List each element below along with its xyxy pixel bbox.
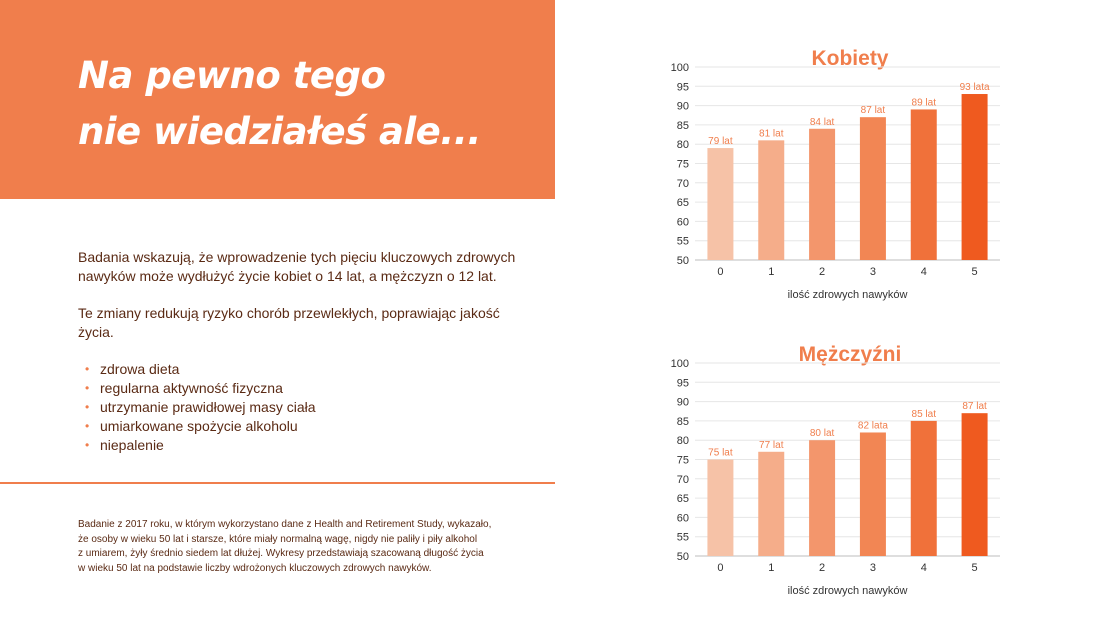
bar <box>758 451 785 556</box>
chart-women: Kobiety 50 55 60 65 70 75 80 85 90 95 100 79 lat 0 81 … <box>671 47 1000 301</box>
y-tick-label: 100 <box>671 62 689 74</box>
chart-title: Mężczyźni <box>799 343 902 366</box>
y-tick-label: 55 <box>677 532 689 544</box>
chart-men: Mężczyźni 50 55 60 65 70 75 80 85 90 95 100 75 lat 0 7… <box>671 343 1000 597</box>
bar-data-label: 87 lat <box>861 105 886 116</box>
bar <box>910 420 937 556</box>
x-tick-label: 2 <box>819 266 825 278</box>
y-tick-label: 95 <box>677 377 689 389</box>
y-tick-label: 85 <box>677 416 689 428</box>
y-tick-label: 95 <box>677 81 689 93</box>
bar-data-label: 82 lata <box>858 420 888 431</box>
footnote-line: że osoby w wieku 50 lat i starsze, które… <box>78 533 478 545</box>
hero-title-line-2: nie wiedziałeś ale... <box>78 110 481 153</box>
habit-item: utrzymanie prawidłowej masy ciała <box>78 398 538 417</box>
y-tick-label: 80 <box>677 139 689 151</box>
habits-list: zdrowa dieta regularna aktywność fizyczn… <box>78 360 538 455</box>
bar-data-label: 84 lat <box>810 117 835 128</box>
bar-data-label: 80 lat <box>810 428 835 439</box>
x-tick-label: 3 <box>870 266 876 278</box>
y-tick-label: 90 <box>677 397 689 409</box>
y-tick-label: 65 <box>677 493 689 505</box>
bar-data-label: 75 lat <box>708 448 733 459</box>
y-tick-label: 100 <box>671 358 689 370</box>
y-tick-label: 85 <box>677 120 689 132</box>
habit-item: niepalenie <box>78 436 538 455</box>
section-divider <box>0 482 555 484</box>
x-tick-label: 5 <box>972 562 978 574</box>
bar-data-label: 81 lat <box>759 128 784 139</box>
bar-data-label: 93 lata <box>960 82 990 93</box>
habit-item: zdrowa dieta <box>78 360 538 379</box>
bar <box>859 117 886 261</box>
y-tick-label: 75 <box>677 455 689 467</box>
bar <box>809 128 836 260</box>
intro-paragraph-1: Badania wskazują, że wprowadzenie tych p… <box>78 249 516 284</box>
intro-section: Badania wskazują, że wprowadzenie tych p… <box>78 248 538 455</box>
bar <box>910 109 937 261</box>
bar-data-label: 77 lat <box>759 440 784 451</box>
bar <box>758 140 785 260</box>
bar <box>707 459 734 556</box>
chart-title: Kobiety <box>811 47 888 70</box>
y-tick-label: 80 <box>677 435 689 447</box>
bar-data-label: 79 lat <box>708 136 733 147</box>
footnote-line: Badanie z 2017 roku, w którym wykorzysta… <box>78 519 492 530</box>
footnote-line: z umiarem, żyły średnio siedem lat dłuże… <box>78 548 484 559</box>
y-tick-label: 60 <box>677 216 689 228</box>
bar <box>809 440 836 556</box>
bar-data-label: 85 lat <box>912 409 937 420</box>
bar <box>961 413 988 556</box>
hero-title-line-1: Na pewno tego <box>78 54 386 97</box>
x-tick-label: 4 <box>921 562 927 574</box>
x-axis-label: ilość zdrowych nawyków <box>788 585 908 597</box>
habit-item: regularna aktywność fizyczna <box>78 379 538 398</box>
x-tick-label: 2 <box>819 562 825 574</box>
bar <box>859 432 886 556</box>
x-tick-label: 3 <box>870 562 876 574</box>
bar-data-label: 87 lat <box>962 401 987 412</box>
bar <box>961 94 988 260</box>
y-tick-label: 55 <box>677 236 689 248</box>
bar-data-label: 89 lat <box>912 97 937 108</box>
footnote: Badanie z 2017 roku, w którym wykorzysta… <box>78 518 538 576</box>
x-tick-label: 1 <box>768 562 774 574</box>
y-tick-label: 50 <box>677 551 689 563</box>
y-tick-label: 65 <box>677 197 689 209</box>
x-tick-label: 1 <box>768 266 774 278</box>
x-tick-label: 5 <box>972 266 978 278</box>
bar <box>707 148 734 260</box>
y-tick-label: 70 <box>677 178 689 190</box>
footnote-line: w wieku 50 lat na podstawie liczby wdroż… <box>78 562 432 574</box>
x-tick-label: 0 <box>717 266 723 278</box>
y-tick-label: 90 <box>677 101 689 113</box>
x-tick-label: 4 <box>921 266 927 278</box>
y-tick-label: 50 <box>677 255 689 267</box>
habit-item: umiarkowane spożycie alkoholu <box>78 417 538 436</box>
hero-banner: Na pewno tego nie wiedziałeś ale... <box>0 0 555 199</box>
hero-title: Na pewno tego nie wiedziałeś ale... <box>78 48 548 160</box>
intro-paragraph-2: Te zmiany redukują ryzyko chorób przewle… <box>78 305 500 340</box>
x-tick-label: 0 <box>717 562 723 574</box>
x-axis-label: ilość zdrowych nawyków <box>788 289 908 301</box>
y-tick-label: 75 <box>677 159 689 171</box>
y-tick-label: 60 <box>677 512 689 524</box>
y-tick-label: 70 <box>677 474 689 486</box>
